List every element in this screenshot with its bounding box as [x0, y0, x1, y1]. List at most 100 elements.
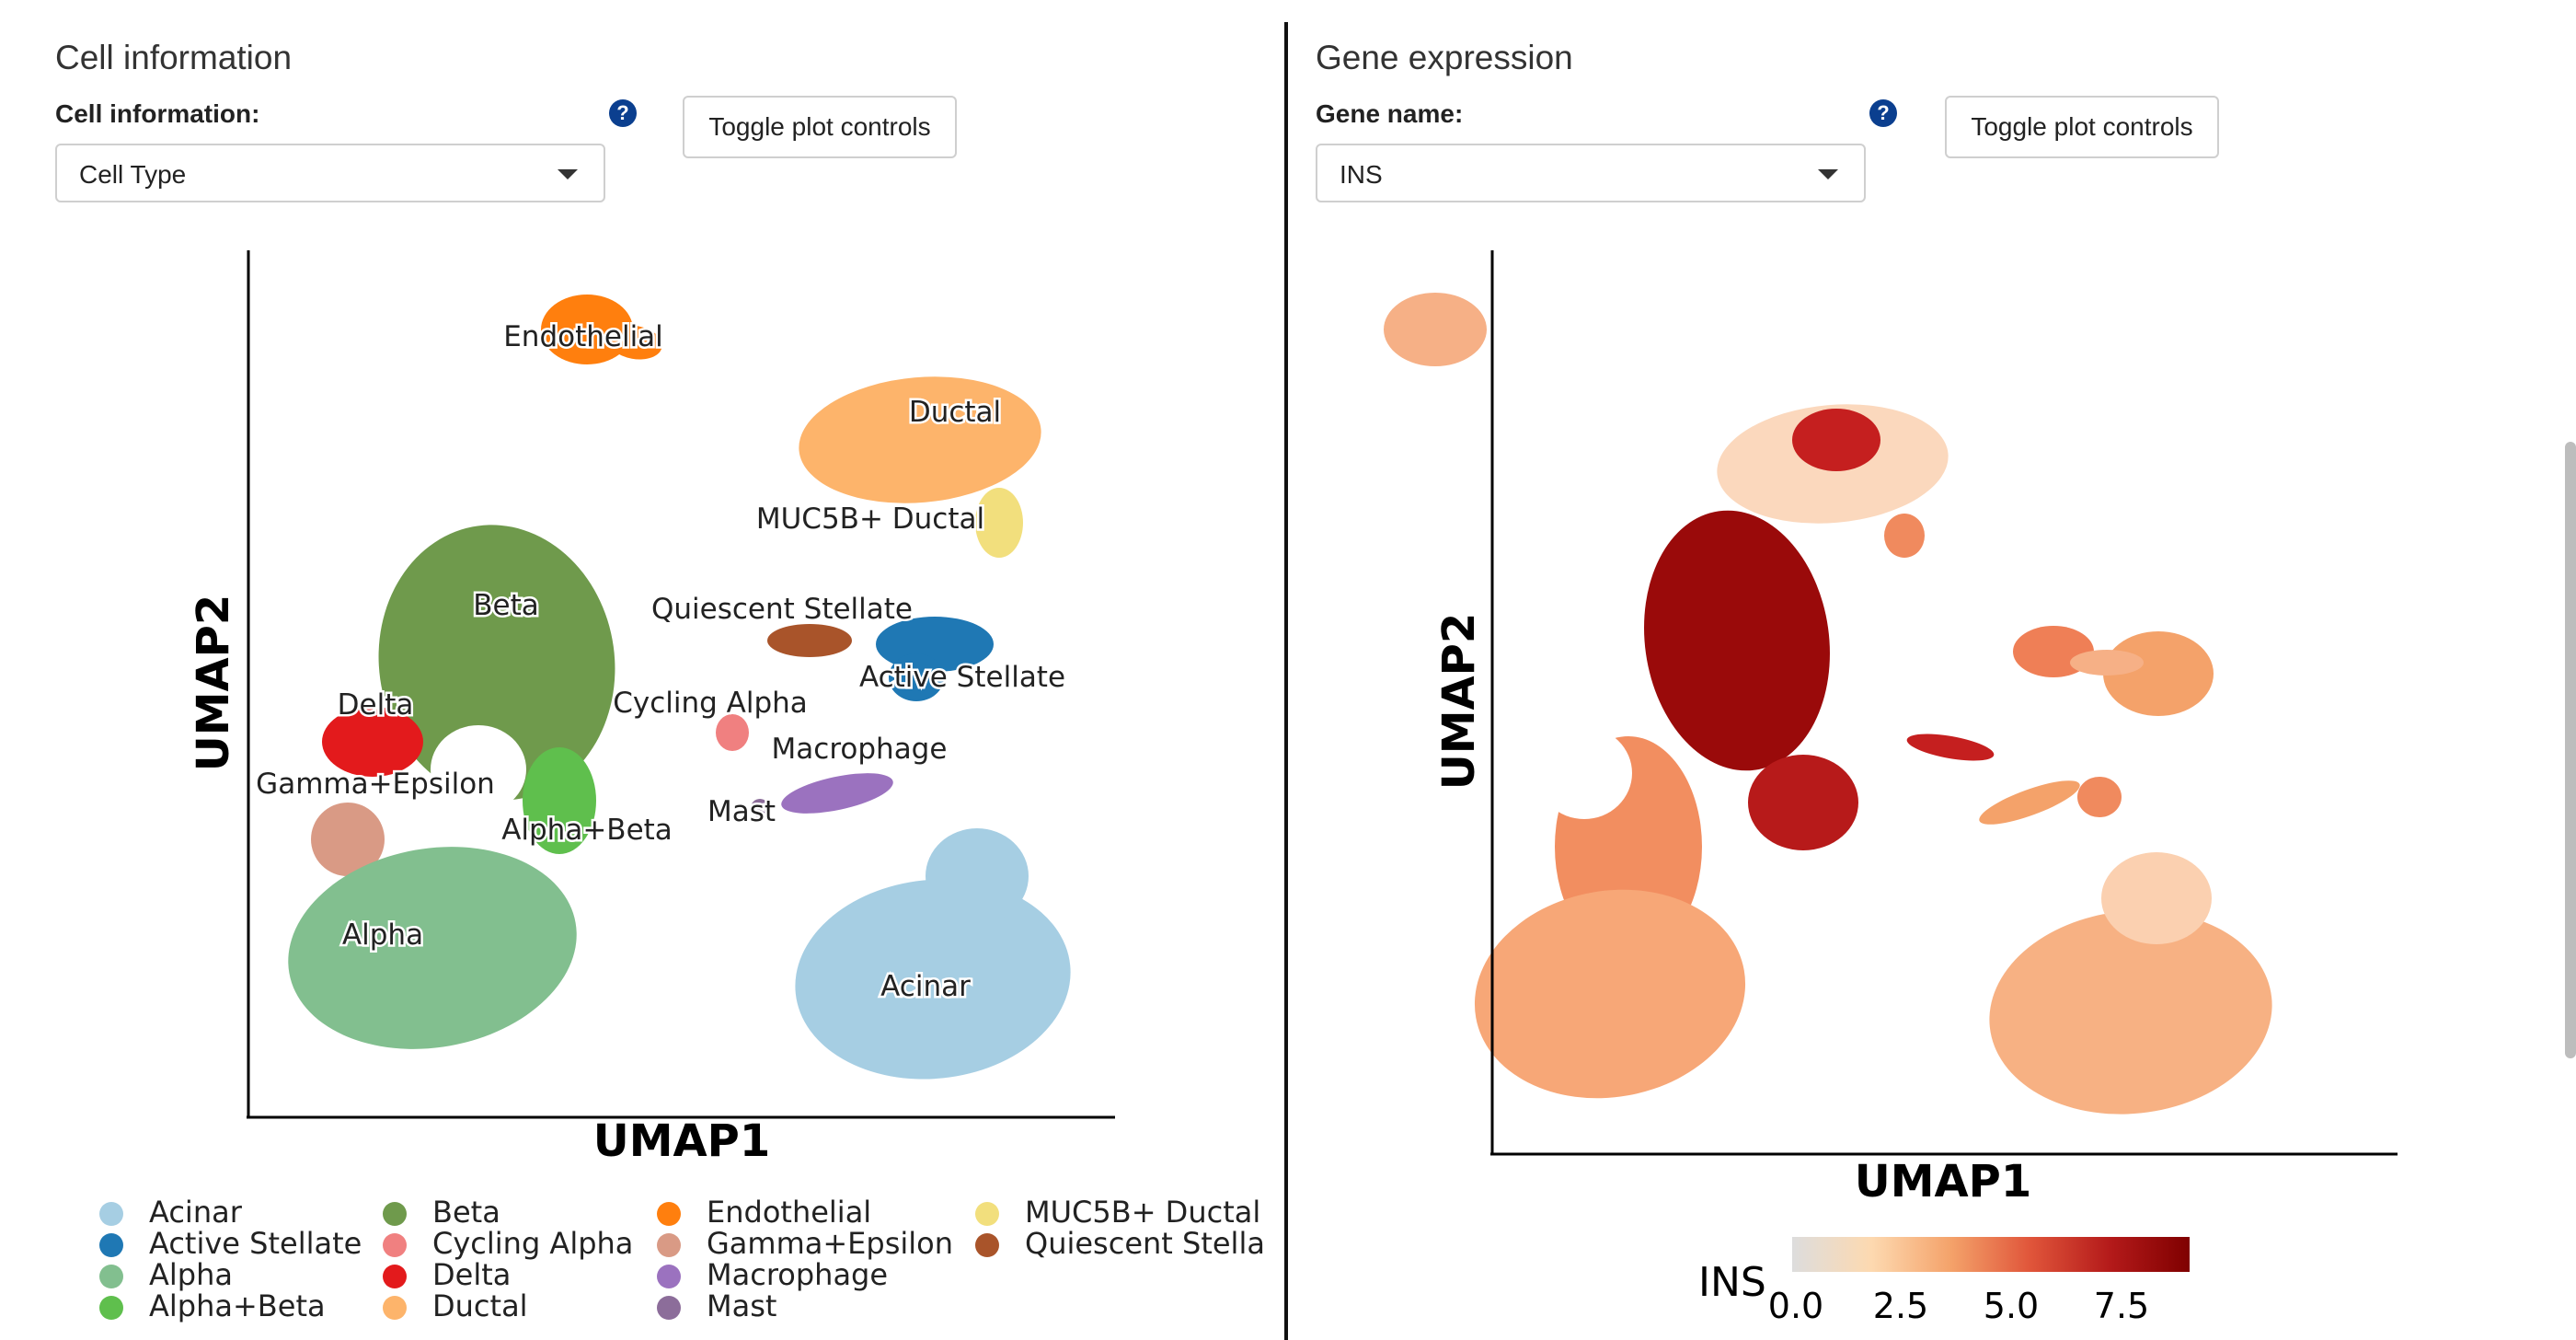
legend-dot [975, 1202, 999, 1226]
cell-information-label: Cell information: [55, 99, 260, 128]
panel-title: Gene expression [1316, 39, 1573, 76]
cluster-label: Gamma+Epsilon [256, 768, 495, 801]
expression-blob [2103, 631, 2214, 716]
colorbar-tick: 7.5 [2094, 1286, 2149, 1326]
cell-information-select[interactable]: Cell Type [55, 144, 605, 202]
cluster-labels: Endothelial Ductal MUC5B+ Ductal Beta Quiesc… [254, 318, 1068, 1006]
gene-expression-panel: Gene expression Gene name: ? INS Toggle … [1290, 0, 2550, 1340]
expression-blob [2101, 852, 2212, 944]
cell-type-legend: Acinar Active Stellate Alpha Alpha+Beta … [99, 1195, 1265, 1334]
help-icon[interactable]: ? [1869, 99, 1897, 127]
cluster-label: MUC5B+ Ductal [756, 502, 984, 536]
cluster-blob [781, 773, 893, 814]
expression-blob [1384, 293, 1487, 366]
legend-dot [99, 1296, 123, 1320]
expression-blob [1906, 734, 1995, 761]
cluster-blob [288, 847, 577, 1049]
y-axis-label: UMAP2 [188, 595, 239, 771]
help-icon[interactable]: ? [609, 99, 637, 127]
gene-expression-umap-plot: UMAP1 UMAP2 INS 0.0 2.5 5.0 7.5 [1384, 250, 2398, 1326]
cluster-label: Ductal [909, 396, 1001, 429]
legend-dot [383, 1233, 407, 1257]
cluster-blob [767, 624, 852, 657]
toggle-plot-controls-button[interactable]: Toggle plot controls [1945, 96, 2219, 158]
legend-label: Beta [432, 1195, 500, 1230]
colorbar-tick: 2.5 [1873, 1286, 1928, 1326]
legend-dot [657, 1202, 681, 1226]
gene-name-select[interactable]: INS [1316, 144, 1866, 202]
cluster-label: Acinar [880, 970, 971, 1003]
legend-label: Active Stellate [149, 1226, 362, 1261]
cluster-blob [322, 707, 423, 777]
expression-blob [1792, 409, 1880, 471]
legend-label: Quiescent Stella [1025, 1226, 1265, 1261]
legend-label: Macrophage [707, 1257, 889, 1292]
legend-label: Ductal [432, 1288, 528, 1323]
cluster-label: Cycling Alpha [613, 687, 808, 720]
toggle-plot-controls-button[interactable]: Toggle plot controls [683, 96, 957, 158]
x-axis-label: UMAP1 [1855, 1156, 2031, 1207]
cluster-blob [716, 714, 749, 751]
cluster-blob [523, 747, 596, 854]
legend-label: Mast [707, 1288, 777, 1323]
legend-label: Delta [432, 1257, 512, 1292]
panel-divider [1284, 22, 1288, 1340]
cluster-blob [889, 653, 944, 701]
expression-blob [2077, 777, 2122, 817]
panel-title: Cell information [55, 39, 293, 76]
colorbar-tick: 0.0 [1768, 1286, 1823, 1326]
cluster-blob [751, 799, 769, 817]
legend-dot [99, 1202, 123, 1226]
legend-dot [657, 1265, 681, 1288]
cluster-gap [431, 725, 526, 814]
cluster-label: Delta [338, 688, 414, 722]
legend-label: Acinar [149, 1195, 242, 1230]
x-axis-label: UMAP1 [593, 1115, 770, 1167]
colorbar-gradient [1792, 1237, 2190, 1272]
cluster-blob [975, 488, 1023, 558]
legend-dot [975, 1233, 999, 1257]
chevron-down-icon [1818, 169, 1838, 179]
colorbar-label: INS [1698, 1259, 1766, 1306]
select-value: Cell Type [79, 160, 187, 189]
colorbar: INS 0.0 2.5 5.0 7.5 [1698, 1237, 2190, 1326]
expression-shapes [1384, 293, 2272, 1115]
expression-blob [1979, 780, 2080, 825]
cell-type-umap-plot: UMAP1 UMAP2 Endothelial Ductal MUC5B+ Duct… [188, 250, 1115, 1167]
cluster-label: Macrophage [772, 733, 948, 766]
legend-label: MUC5B+ Ductal [1025, 1195, 1261, 1230]
cluster-blob [795, 879, 1071, 1080]
cluster-label: Beta [473, 589, 539, 622]
expression-blob [1474, 889, 1746, 1099]
cluster-blob [378, 525, 615, 801]
cluster-label: Quiescent Stellate [651, 593, 913, 626]
legend-dot [99, 1233, 123, 1257]
y-axis-label: UMAP2 [1433, 613, 1485, 790]
cluster-blob [799, 376, 1041, 503]
cluster-blob [311, 803, 385, 876]
expression-blob [1989, 910, 2272, 1115]
expression-blob [1884, 514, 1925, 558]
expression-blob [2070, 650, 2144, 676]
gene-name-label: Gene name: [1316, 99, 1464, 128]
chevron-down-icon [558, 169, 578, 179]
legend-dot [657, 1296, 681, 1320]
cluster-label: Active Stellate [859, 661, 1065, 694]
page-scrollbar[interactable] [2565, 442, 2576, 1058]
legend-dot [383, 1296, 407, 1320]
expression-blob [1644, 510, 1830, 771]
expression-blob [1748, 755, 1858, 850]
expression-blob [1536, 727, 1632, 819]
colorbar-tick: 5.0 [1984, 1286, 2039, 1326]
cluster-blob [541, 295, 633, 364]
cluster-label: Mast [707, 795, 776, 828]
legend-label: Alpha+Beta [149, 1288, 326, 1323]
legend-label: Cycling Alpha [432, 1226, 634, 1261]
legend-dot [383, 1265, 407, 1288]
select-value: INS [1340, 160, 1383, 189]
cluster-blob [926, 828, 1029, 924]
legend-label: Gamma+Epsilon [707, 1226, 954, 1261]
cluster-label: Endothelial [503, 320, 663, 353]
legend-dot [657, 1233, 681, 1257]
legend-dot [383, 1202, 407, 1226]
